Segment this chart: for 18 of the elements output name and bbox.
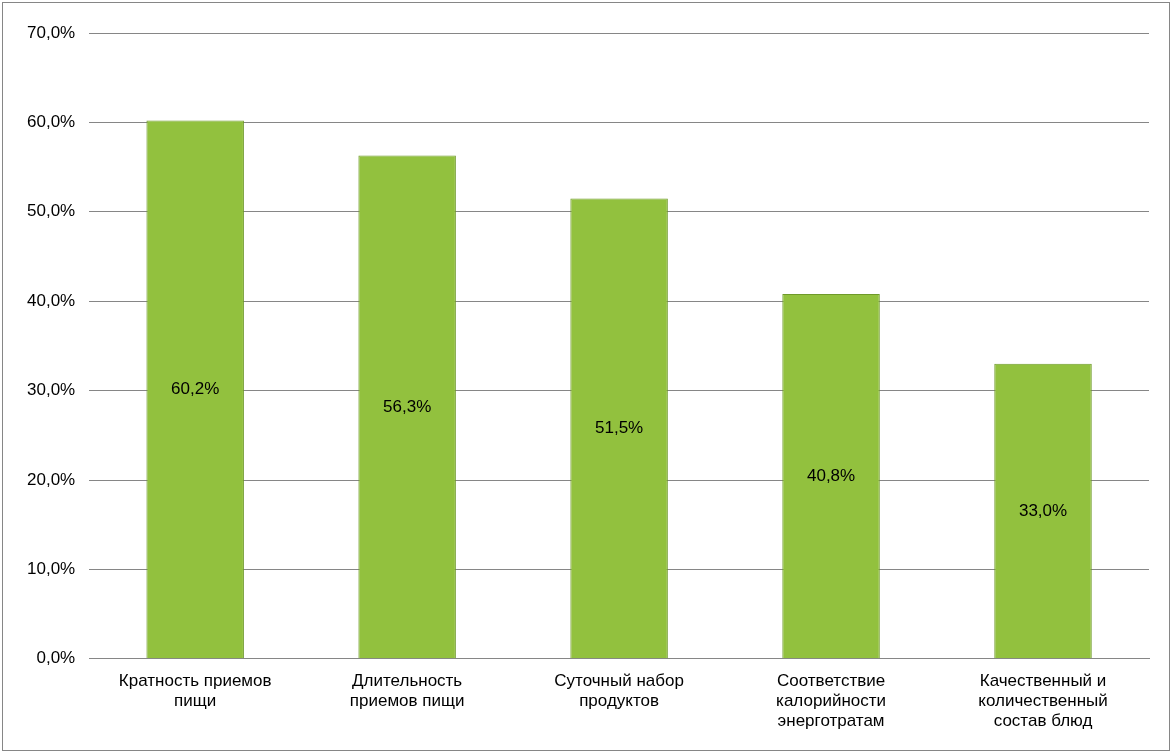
data-label: 60,2% <box>171 379 220 399</box>
x-tick-label: Качественный и количественный состав блюд <box>978 670 1108 731</box>
y-tick-label: 30,0% <box>27 380 76 400</box>
y-tick-label: 0,0% <box>36 648 76 668</box>
data-label: 33,0% <box>1018 500 1068 520</box>
y-tick-label: 40,0% <box>27 290 76 310</box>
x-tick-label: Суточный набор продуктов <box>554 670 684 711</box>
data-label: 40,8% <box>806 466 856 486</box>
x-tick-label: Кратность приемов пищи <box>118 670 272 711</box>
x-tick-label: Соответствие калорийности энерготратам <box>776 670 887 731</box>
data-label: 51,5% <box>595 418 644 438</box>
y-tick-label: 50,0% <box>27 201 76 221</box>
data-label: 56,3% <box>383 396 432 416</box>
y-tick-label: 20,0% <box>27 469 76 489</box>
x-tick-label: Длительность приемов пищи <box>349 670 465 711</box>
y-tick-label: 10,0% <box>27 559 76 579</box>
y-tick-label: 60,0% <box>27 112 76 132</box>
y-tick-label: 70,0% <box>27 22 76 42</box>
